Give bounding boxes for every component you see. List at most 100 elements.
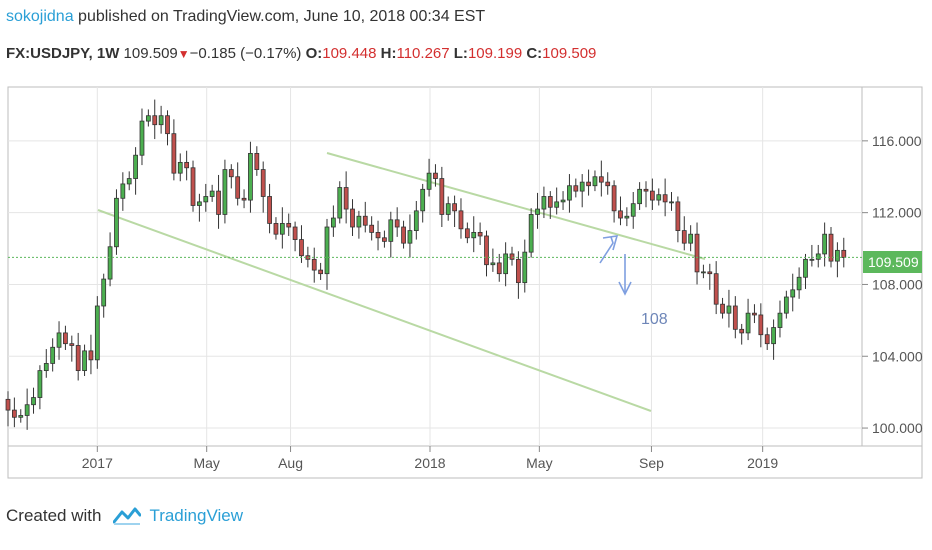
candle-body (815, 253, 821, 260)
candle-body (560, 199, 566, 203)
candle (222, 159, 228, 224)
candle (815, 244, 821, 268)
candle-body (643, 188, 649, 192)
trend-channel (97, 152, 706, 412)
candle-body (369, 224, 375, 233)
candle (197, 193, 202, 222)
candle (413, 200, 419, 240)
y-tick-label: 116.000 (872, 133, 922, 149)
candle (273, 217, 279, 240)
candle-body (764, 334, 770, 345)
candle-body (362, 215, 368, 226)
author-link[interactable]: sokojidna (6, 8, 74, 25)
current-price-tag (863, 251, 922, 273)
candle-body (739, 328, 745, 334)
candle-body (222, 169, 228, 215)
price-axis[interactable]: 100.000 104.000 108.000 112.000 116.000 (862, 133, 923, 436)
candle (88, 334, 94, 375)
candle-body (688, 233, 694, 244)
candle (471, 216, 477, 253)
candle-body (382, 237, 387, 242)
candle-body (165, 115, 170, 135)
candle-body (158, 115, 164, 126)
x-tick-label: May (193, 455, 219, 471)
time-axis[interactable]: 2017 May Aug 2018 May Sep 2019 (82, 446, 779, 471)
candle (126, 171, 132, 191)
candle (605, 172, 611, 195)
candle-body (292, 226, 298, 240)
candle-body (241, 197, 247, 201)
candle-body (547, 196, 553, 208)
candle-body (228, 169, 234, 178)
candle-body (75, 345, 81, 372)
candle (260, 161, 266, 213)
candle (726, 289, 732, 328)
x-tick-label: 2017 (82, 455, 113, 471)
candle (618, 196, 623, 226)
candle (732, 296, 738, 339)
candle-body (413, 210, 419, 231)
candle (841, 237, 847, 268)
candle-body (126, 178, 132, 185)
candle (458, 198, 464, 239)
candle-body (37, 370, 43, 398)
candle-body (330, 217, 336, 228)
tradingview-logo-icon[interactable] (113, 506, 142, 526)
tradingview-link[interactable]: TradingView (149, 506, 243, 525)
candle-body (375, 231, 381, 239)
candle-body (803, 258, 808, 278)
candle (12, 397, 17, 428)
candle (828, 227, 834, 268)
candle-body (82, 350, 87, 372)
candle-body (598, 176, 604, 183)
candle-body (24, 404, 30, 416)
candle-body (675, 201, 681, 232)
candle (241, 189, 247, 209)
candle-body (63, 332, 68, 345)
low-value: 109.199 (467, 45, 523, 62)
candle-body (356, 215, 362, 228)
x-tick-label: 2019 (747, 455, 778, 471)
candle (420, 183, 426, 223)
candle (547, 191, 553, 219)
candle (407, 214, 413, 258)
candle-body (707, 271, 713, 275)
y-tick-label: 108.000 (872, 276, 923, 292)
candle (43, 349, 49, 378)
candle (822, 222, 828, 267)
candle-body (401, 226, 406, 244)
high-value: 110.267 (396, 45, 450, 62)
last-price: 109.509 (123, 45, 178, 62)
candle-body (260, 169, 266, 197)
candle-body (630, 203, 636, 217)
candle (56, 321, 62, 360)
candle-body (637, 188, 642, 205)
candle (299, 225, 304, 263)
candle (554, 187, 560, 215)
candle (382, 230, 387, 248)
candle (637, 182, 642, 210)
candle (145, 109, 151, 127)
candle (350, 199, 355, 236)
candle-body (503, 253, 509, 275)
candle-body (516, 258, 521, 284)
candle (611, 180, 617, 223)
candle (50, 338, 56, 372)
candle (643, 181, 649, 208)
candle-body (484, 235, 489, 266)
candle (688, 225, 694, 252)
candle-body (286, 223, 292, 228)
candle-body (216, 190, 221, 215)
candle (586, 169, 591, 196)
up-projection-arrow (599, 236, 614, 264)
candle-body (350, 208, 355, 228)
candle-body (790, 289, 796, 298)
candle-body (50, 346, 56, 364)
price-chart[interactable]: 100.000 104.000 108.000 112.000 116.000 2017… (0, 80, 932, 495)
candle-body (758, 314, 764, 336)
candle-body (605, 181, 611, 187)
candle (490, 248, 496, 272)
down-arrow-head-icon (618, 281, 632, 296)
open-value: 109.448 (322, 45, 377, 62)
candle (541, 186, 547, 219)
